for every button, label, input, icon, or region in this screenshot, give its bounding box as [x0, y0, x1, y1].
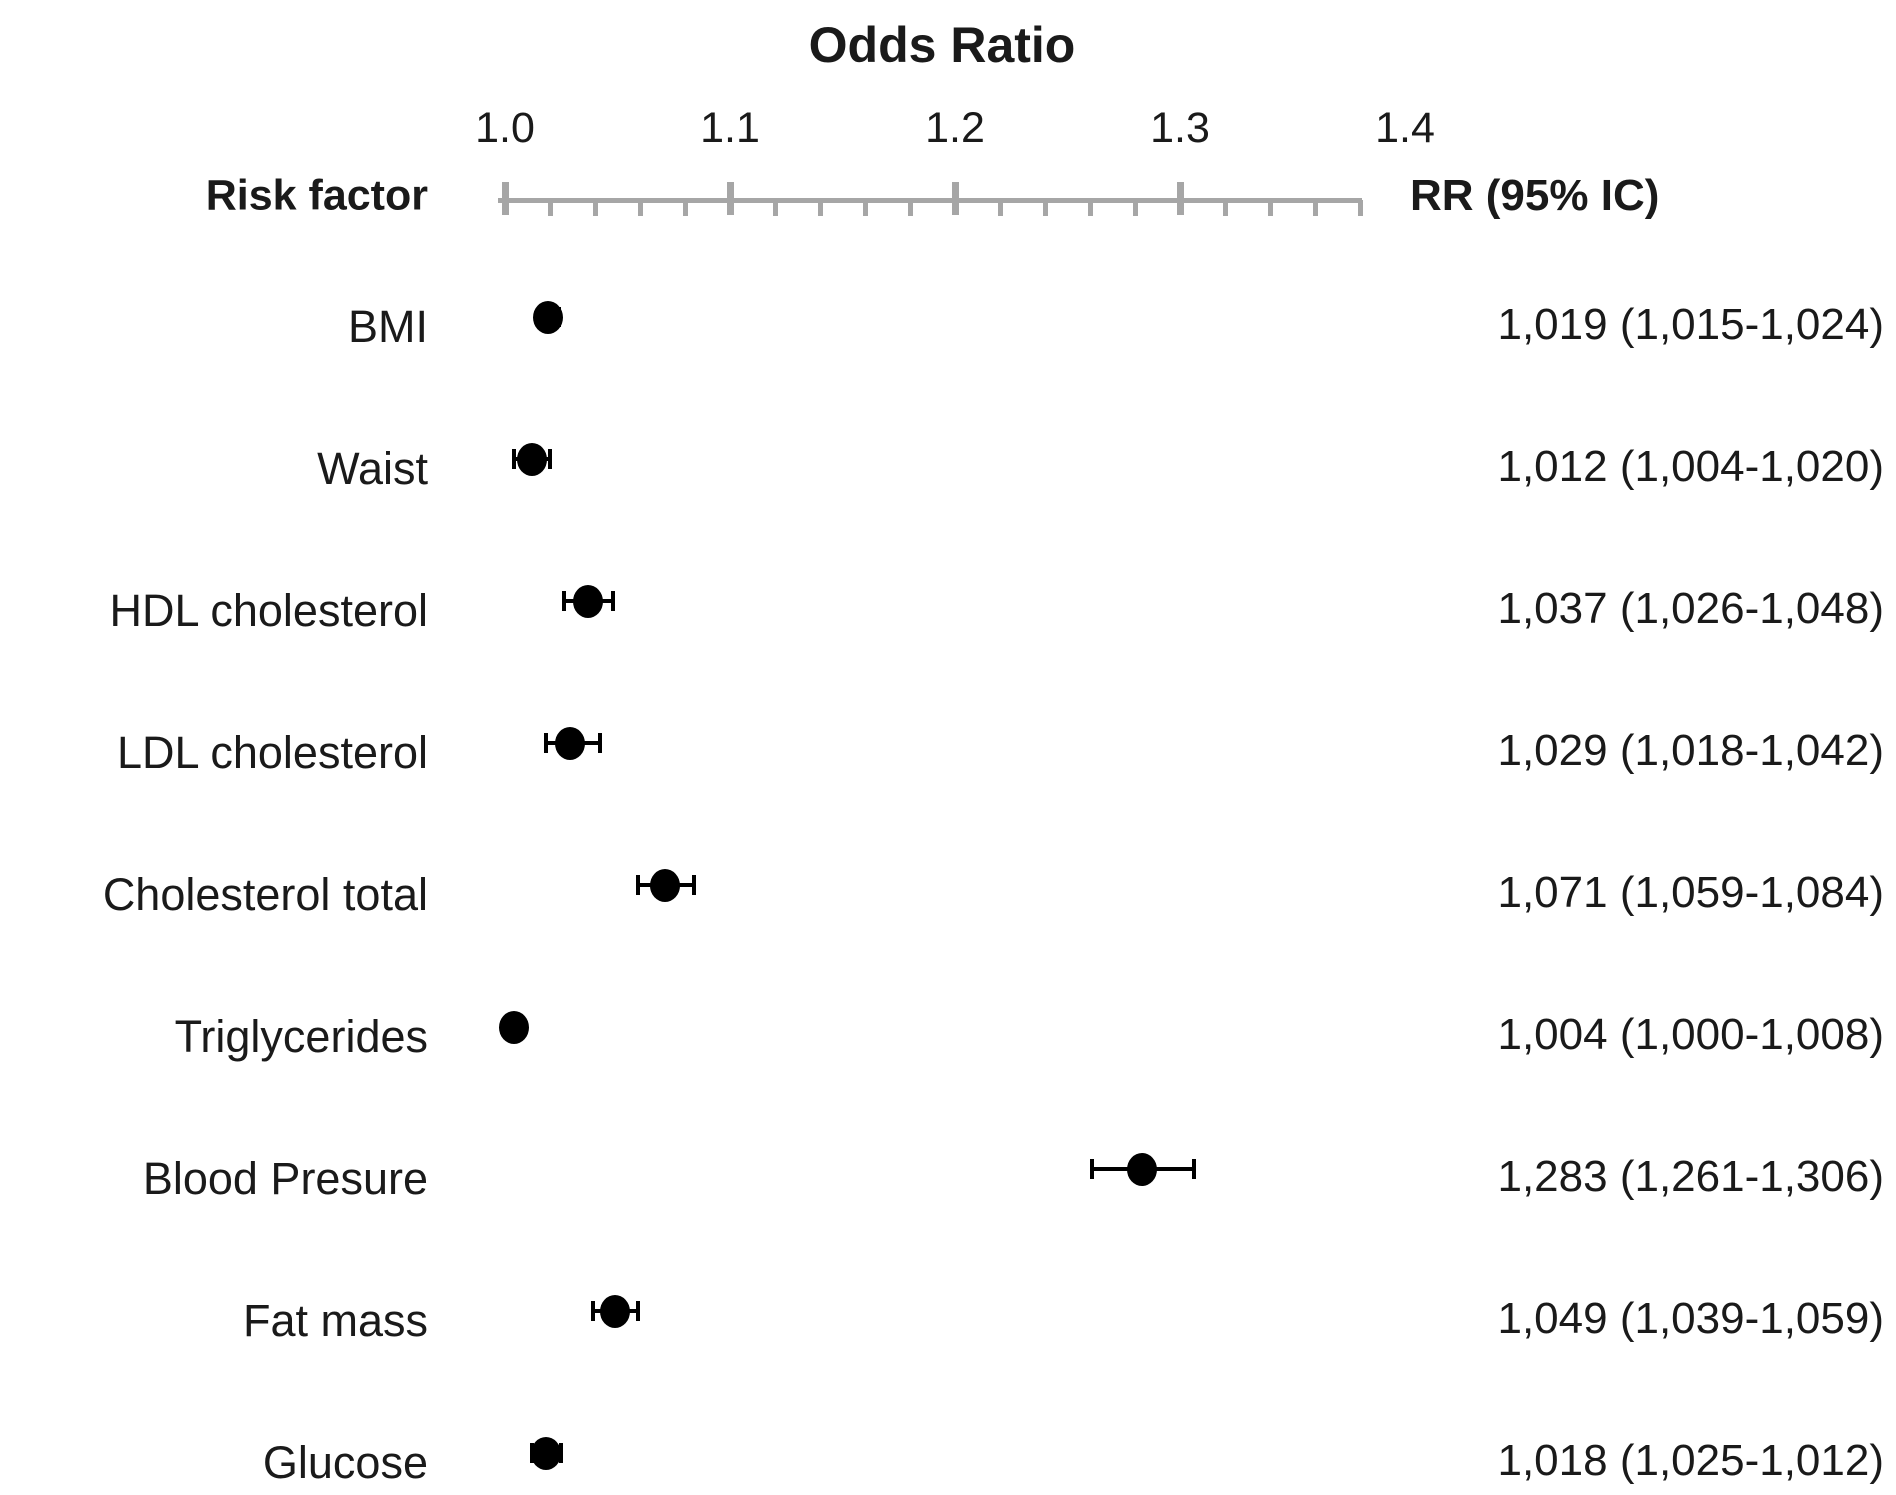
rr-ci-value: 1,029 (1,018-1,042)	[1497, 726, 1884, 775]
ci-whisker-cap	[635, 875, 640, 895]
x-axis-major-tick	[726, 182, 734, 215]
odds-ratio-marker	[573, 584, 604, 618]
odds-ratio-marker	[499, 1010, 529, 1044]
rr-ci-column-header: RR (95% IC)	[1410, 171, 1660, 220]
rr-ci-value: 1,012 (1,004-1,020)	[1497, 442, 1884, 491]
ci-whisker-cap	[561, 591, 566, 611]
x-axis-minor-tick	[1267, 200, 1273, 216]
odds-ratio-marker	[649, 868, 680, 902]
risk-factor-label: LDL cholesterol	[116, 727, 428, 778]
ci-whisker-cap	[692, 875, 696, 895]
risk-factor-label: Cholesterol total	[102, 869, 428, 920]
rr-ci-value: 1,283 (1,261-1,306)	[1497, 1152, 1884, 1201]
ci-whisker-cap	[1191, 1159, 1196, 1179]
ci-whisker-cap	[548, 449, 552, 469]
rr-ci-value: 1,019 (1,015-1,024)	[1497, 300, 1884, 349]
x-axis-minor-tick	[862, 200, 868, 216]
x-axis-minor-tick	[637, 200, 643, 216]
risk-factor-label: BMI	[347, 301, 428, 352]
x-axis-minor-tick	[772, 200, 778, 216]
x-axis-minor-tick	[907, 200, 913, 216]
x-axis-line	[498, 197, 1362, 203]
risk-factor-label: HDL cholesterol	[109, 585, 428, 636]
x-axis-tick-label: 1.3	[1150, 104, 1210, 152]
x-axis-major-tick	[501, 182, 509, 215]
risk-factor-column-header: Risk factor	[205, 171, 428, 220]
x-axis-minor-tick	[817, 200, 823, 216]
risk-factor-label: Fat mass	[242, 1295, 428, 1346]
risk-factor-label: Triglycerides	[174, 1011, 428, 1062]
chart-title: Odds Ratio	[808, 17, 1076, 73]
odds-ratio-marker	[530, 1436, 561, 1470]
x-axis-minor-tick	[1222, 200, 1228, 216]
ci-whisker-cap	[543, 733, 548, 753]
risk-factor-label: Glucose	[262, 1437, 428, 1488]
rr-ci-value: 1,071 (1,059-1,084)	[1497, 868, 1884, 917]
ci-whisker-cap	[590, 1301, 595, 1321]
odds-ratio-marker	[532, 300, 563, 334]
x-axis-tick-label: 1.0	[475, 104, 535, 152]
x-axis-minor-tick	[997, 200, 1003, 216]
x-axis-minor-tick	[682, 200, 688, 216]
x-axis-major-tick	[951, 182, 959, 215]
rr-ci-value: 1,004 (1,000-1,008)	[1497, 1010, 1884, 1059]
x-axis-minor-tick	[1312, 200, 1318, 216]
odds-ratio-marker	[1126, 1152, 1157, 1186]
x-axis-tick-label: 1.4	[1375, 104, 1435, 152]
x-axis-tick-label: 1.1	[700, 104, 760, 152]
x-axis-minor-tick	[1132, 200, 1138, 216]
rr-ci-value: 1,049 (1,039-1,059)	[1497, 1294, 1884, 1343]
x-axis-minor-tick	[1042, 200, 1048, 216]
odds-ratio-marker	[555, 726, 586, 760]
x-axis-minor-tick	[592, 200, 598, 216]
x-axis-minor-tick	[1087, 200, 1093, 216]
odds-ratio-marker	[517, 442, 547, 476]
ci-whisker-cap	[611, 591, 615, 611]
x-axis-minor-tick	[547, 200, 553, 216]
ci-whisker-cap	[1090, 1159, 1095, 1179]
risk-factor-label: Waist	[317, 443, 428, 494]
ci-whisker-cap	[635, 1301, 640, 1321]
x-axis-major-tick	[1176, 182, 1184, 215]
ci-whisker-cap	[559, 1443, 564, 1463]
risk-factor-label: Blood Presure	[142, 1153, 428, 1204]
odds-ratio-marker	[600, 1294, 631, 1328]
ci-whisker-cap	[597, 733, 602, 753]
rr-ci-value: 1,037 (1,026-1,048)	[1497, 584, 1884, 633]
x-axis-minor-tick	[1357, 200, 1363, 216]
x-axis-tick-label: 1.2	[925, 104, 985, 152]
ci-whisker-cap	[512, 449, 516, 469]
rr-ci-value: 1,018 (1,025-1,012)	[1497, 1436, 1884, 1485]
